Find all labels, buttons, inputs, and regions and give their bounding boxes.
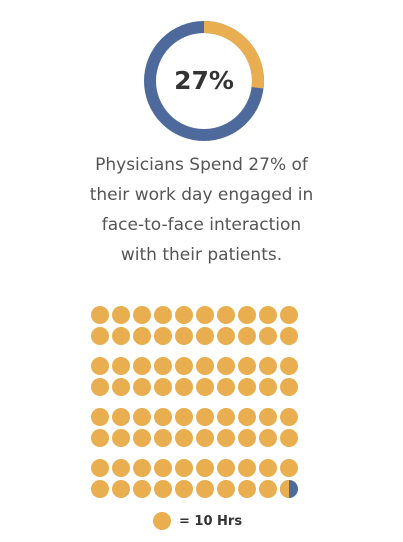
hour-dot bbox=[154, 459, 172, 477]
hour-dot bbox=[196, 378, 214, 396]
hour-dot bbox=[112, 408, 130, 426]
hour-dot bbox=[133, 327, 151, 345]
hour-dot bbox=[280, 459, 298, 477]
hour-dot bbox=[217, 357, 235, 375]
hour-dot bbox=[217, 480, 235, 498]
hour-dot bbox=[112, 429, 130, 447]
hour-dot bbox=[217, 459, 235, 477]
hour-dot bbox=[196, 357, 214, 375]
hour-dot bbox=[217, 378, 235, 396]
hour-dot bbox=[217, 408, 235, 426]
hour-dot bbox=[238, 306, 256, 324]
hour-dot bbox=[175, 480, 193, 498]
hour-dot bbox=[133, 378, 151, 396]
hour-dot bbox=[280, 378, 298, 396]
hour-dot bbox=[259, 306, 277, 324]
legend-label: = 10 Hrs bbox=[179, 513, 243, 529]
hours-dot-grid bbox=[91, 306, 321, 506]
caption-line: their work day engaged in bbox=[89, 185, 314, 205]
hour-dot bbox=[112, 327, 130, 345]
hour-dot bbox=[91, 378, 109, 396]
hour-dot bbox=[154, 357, 172, 375]
hour-dot bbox=[238, 480, 256, 498]
hour-dot bbox=[133, 480, 151, 498]
hour-dot bbox=[133, 429, 151, 447]
hour-dot bbox=[133, 408, 151, 426]
hour-dot bbox=[175, 357, 193, 375]
legend-dot-icon bbox=[153, 512, 171, 530]
hour-dot bbox=[280, 357, 298, 375]
hour-dot bbox=[112, 459, 130, 477]
hour-dot bbox=[91, 357, 109, 375]
hour-dot bbox=[217, 327, 235, 345]
hour-dot bbox=[259, 480, 277, 498]
hour-dot bbox=[175, 327, 193, 345]
hour-dot bbox=[175, 408, 193, 426]
hour-dot bbox=[154, 306, 172, 324]
hour-dot bbox=[112, 378, 130, 396]
hour-dot bbox=[154, 378, 172, 396]
hour-dot bbox=[175, 378, 193, 396]
hour-dot bbox=[196, 459, 214, 477]
hour-dot bbox=[154, 429, 172, 447]
caption-line: face-to-face interaction bbox=[101, 215, 302, 235]
hour-dot bbox=[91, 480, 109, 498]
hour-dot bbox=[280, 306, 298, 324]
hour-dot bbox=[196, 408, 214, 426]
hour-dot bbox=[217, 429, 235, 447]
donut-orange-arc bbox=[144, 21, 264, 141]
hour-dot bbox=[91, 306, 109, 324]
hour-dot bbox=[91, 327, 109, 345]
hour-dot bbox=[217, 306, 235, 324]
hour-dot bbox=[259, 459, 277, 477]
caption-line: Physicians Spend 27% of bbox=[95, 155, 308, 175]
hour-dot bbox=[280, 408, 298, 426]
caption-line: with their patients. bbox=[120, 245, 283, 265]
hour-dot bbox=[196, 327, 214, 345]
hour-dot bbox=[259, 429, 277, 447]
hour-dot bbox=[112, 306, 130, 324]
donut-percent-label: 27% bbox=[174, 66, 234, 95]
hour-dot bbox=[238, 429, 256, 447]
hour-dot bbox=[238, 327, 256, 345]
hour-dot bbox=[259, 378, 277, 396]
legend: = 10 Hrs bbox=[153, 511, 242, 531]
hour-dot bbox=[196, 429, 214, 447]
hour-dot bbox=[91, 429, 109, 447]
hour-dot bbox=[112, 357, 130, 375]
hour-dot bbox=[280, 327, 298, 345]
hour-dot bbox=[91, 459, 109, 477]
hour-dot bbox=[91, 408, 109, 426]
hour-dot bbox=[154, 408, 172, 426]
hour-dot bbox=[154, 327, 172, 345]
hour-dot bbox=[133, 459, 151, 477]
hour-dot bbox=[133, 306, 151, 324]
hour-dot bbox=[175, 429, 193, 447]
statistic-caption: Physicians Spend 27% of their work day e… bbox=[40, 150, 363, 270]
hour-dot bbox=[175, 459, 193, 477]
hour-dot bbox=[238, 378, 256, 396]
hour-dot bbox=[259, 408, 277, 426]
hour-dot bbox=[112, 480, 130, 498]
hour-dot bbox=[238, 357, 256, 375]
partial-hour-dot bbox=[280, 480, 298, 498]
hour-dot bbox=[238, 408, 256, 426]
hour-dot bbox=[238, 459, 256, 477]
hour-dot bbox=[175, 306, 193, 324]
percentage-donut-chart bbox=[144, 21, 264, 141]
hour-dot bbox=[259, 327, 277, 345]
hour-dot bbox=[196, 306, 214, 324]
hour-dot bbox=[259, 357, 277, 375]
hour-dot bbox=[196, 480, 214, 498]
hour-dot bbox=[154, 480, 172, 498]
hour-dot bbox=[280, 429, 298, 447]
hour-dot bbox=[133, 357, 151, 375]
